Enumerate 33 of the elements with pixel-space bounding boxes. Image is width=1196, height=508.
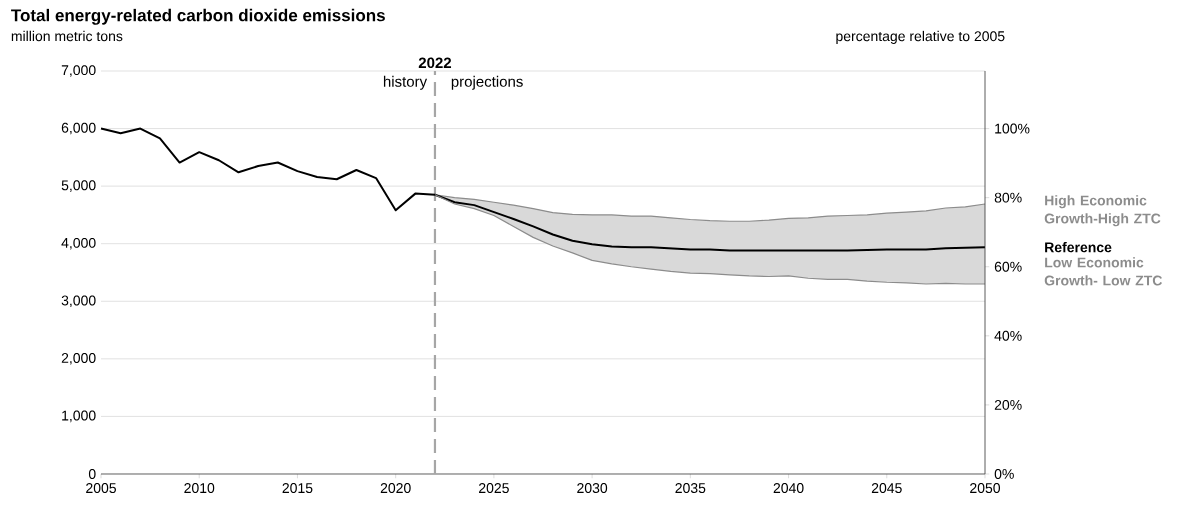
- x-tick-label: 2015: [282, 483, 313, 494]
- y-tick-label: 3,000: [61, 295, 96, 308]
- y2-tick-label: 20%: [994, 399, 1022, 410]
- x-tick-label: 2045: [871, 483, 902, 494]
- y2-tick-label: 0%: [994, 469, 1014, 479]
- x-tick-label: 2005: [86, 483, 116, 494]
- y-tick-label: 0: [88, 469, 96, 479]
- x-tick-label: 2050: [970, 483, 1001, 494]
- y-tick-label: 7,000: [61, 65, 96, 77]
- y-tick-label: 2,000: [61, 353, 96, 365]
- ref-line-label: 2022: [418, 57, 452, 69]
- y2-tick-label: 40%: [994, 330, 1022, 341]
- y2-tick-label: 100%: [995, 123, 1030, 134]
- annotation: history: [383, 75, 428, 90]
- chart-title: Total energy-related carbon dioxide emissions: [11, 8, 385, 25]
- x-tick-label: 2035: [675, 483, 706, 494]
- x-tick-label: 2010: [184, 483, 215, 494]
- text: Reference: [1045, 242, 1112, 253]
- x-tick-label: 2025: [479, 483, 509, 494]
- text: Low Economic Growth- Low ZTC: [1044, 257, 1163, 286]
- y2-tick-label: 80%: [994, 192, 1022, 203]
- x-tick-label: 2040: [773, 483, 804, 494]
- y-tick-label: 5,000: [61, 180, 96, 192]
- chart-subtitle: million metric tons: [11, 30, 123, 42]
- annotation: projections: [451, 75, 523, 90]
- y-tick-label: 1,000: [62, 410, 96, 423]
- x-tick-label: 2020: [380, 483, 411, 494]
- x-tick-label: 2030: [577, 483, 608, 494]
- text: High Economic Growth-High ZTC: [1044, 195, 1161, 227]
- y-tick-label: 6,000: [61, 122, 96, 135]
- y2-axis-title: percentage relative to 2005: [836, 30, 1005, 44]
- y2-tick-label: 60%: [994, 261, 1022, 272]
- y-tick-label: 4,000: [61, 237, 96, 250]
